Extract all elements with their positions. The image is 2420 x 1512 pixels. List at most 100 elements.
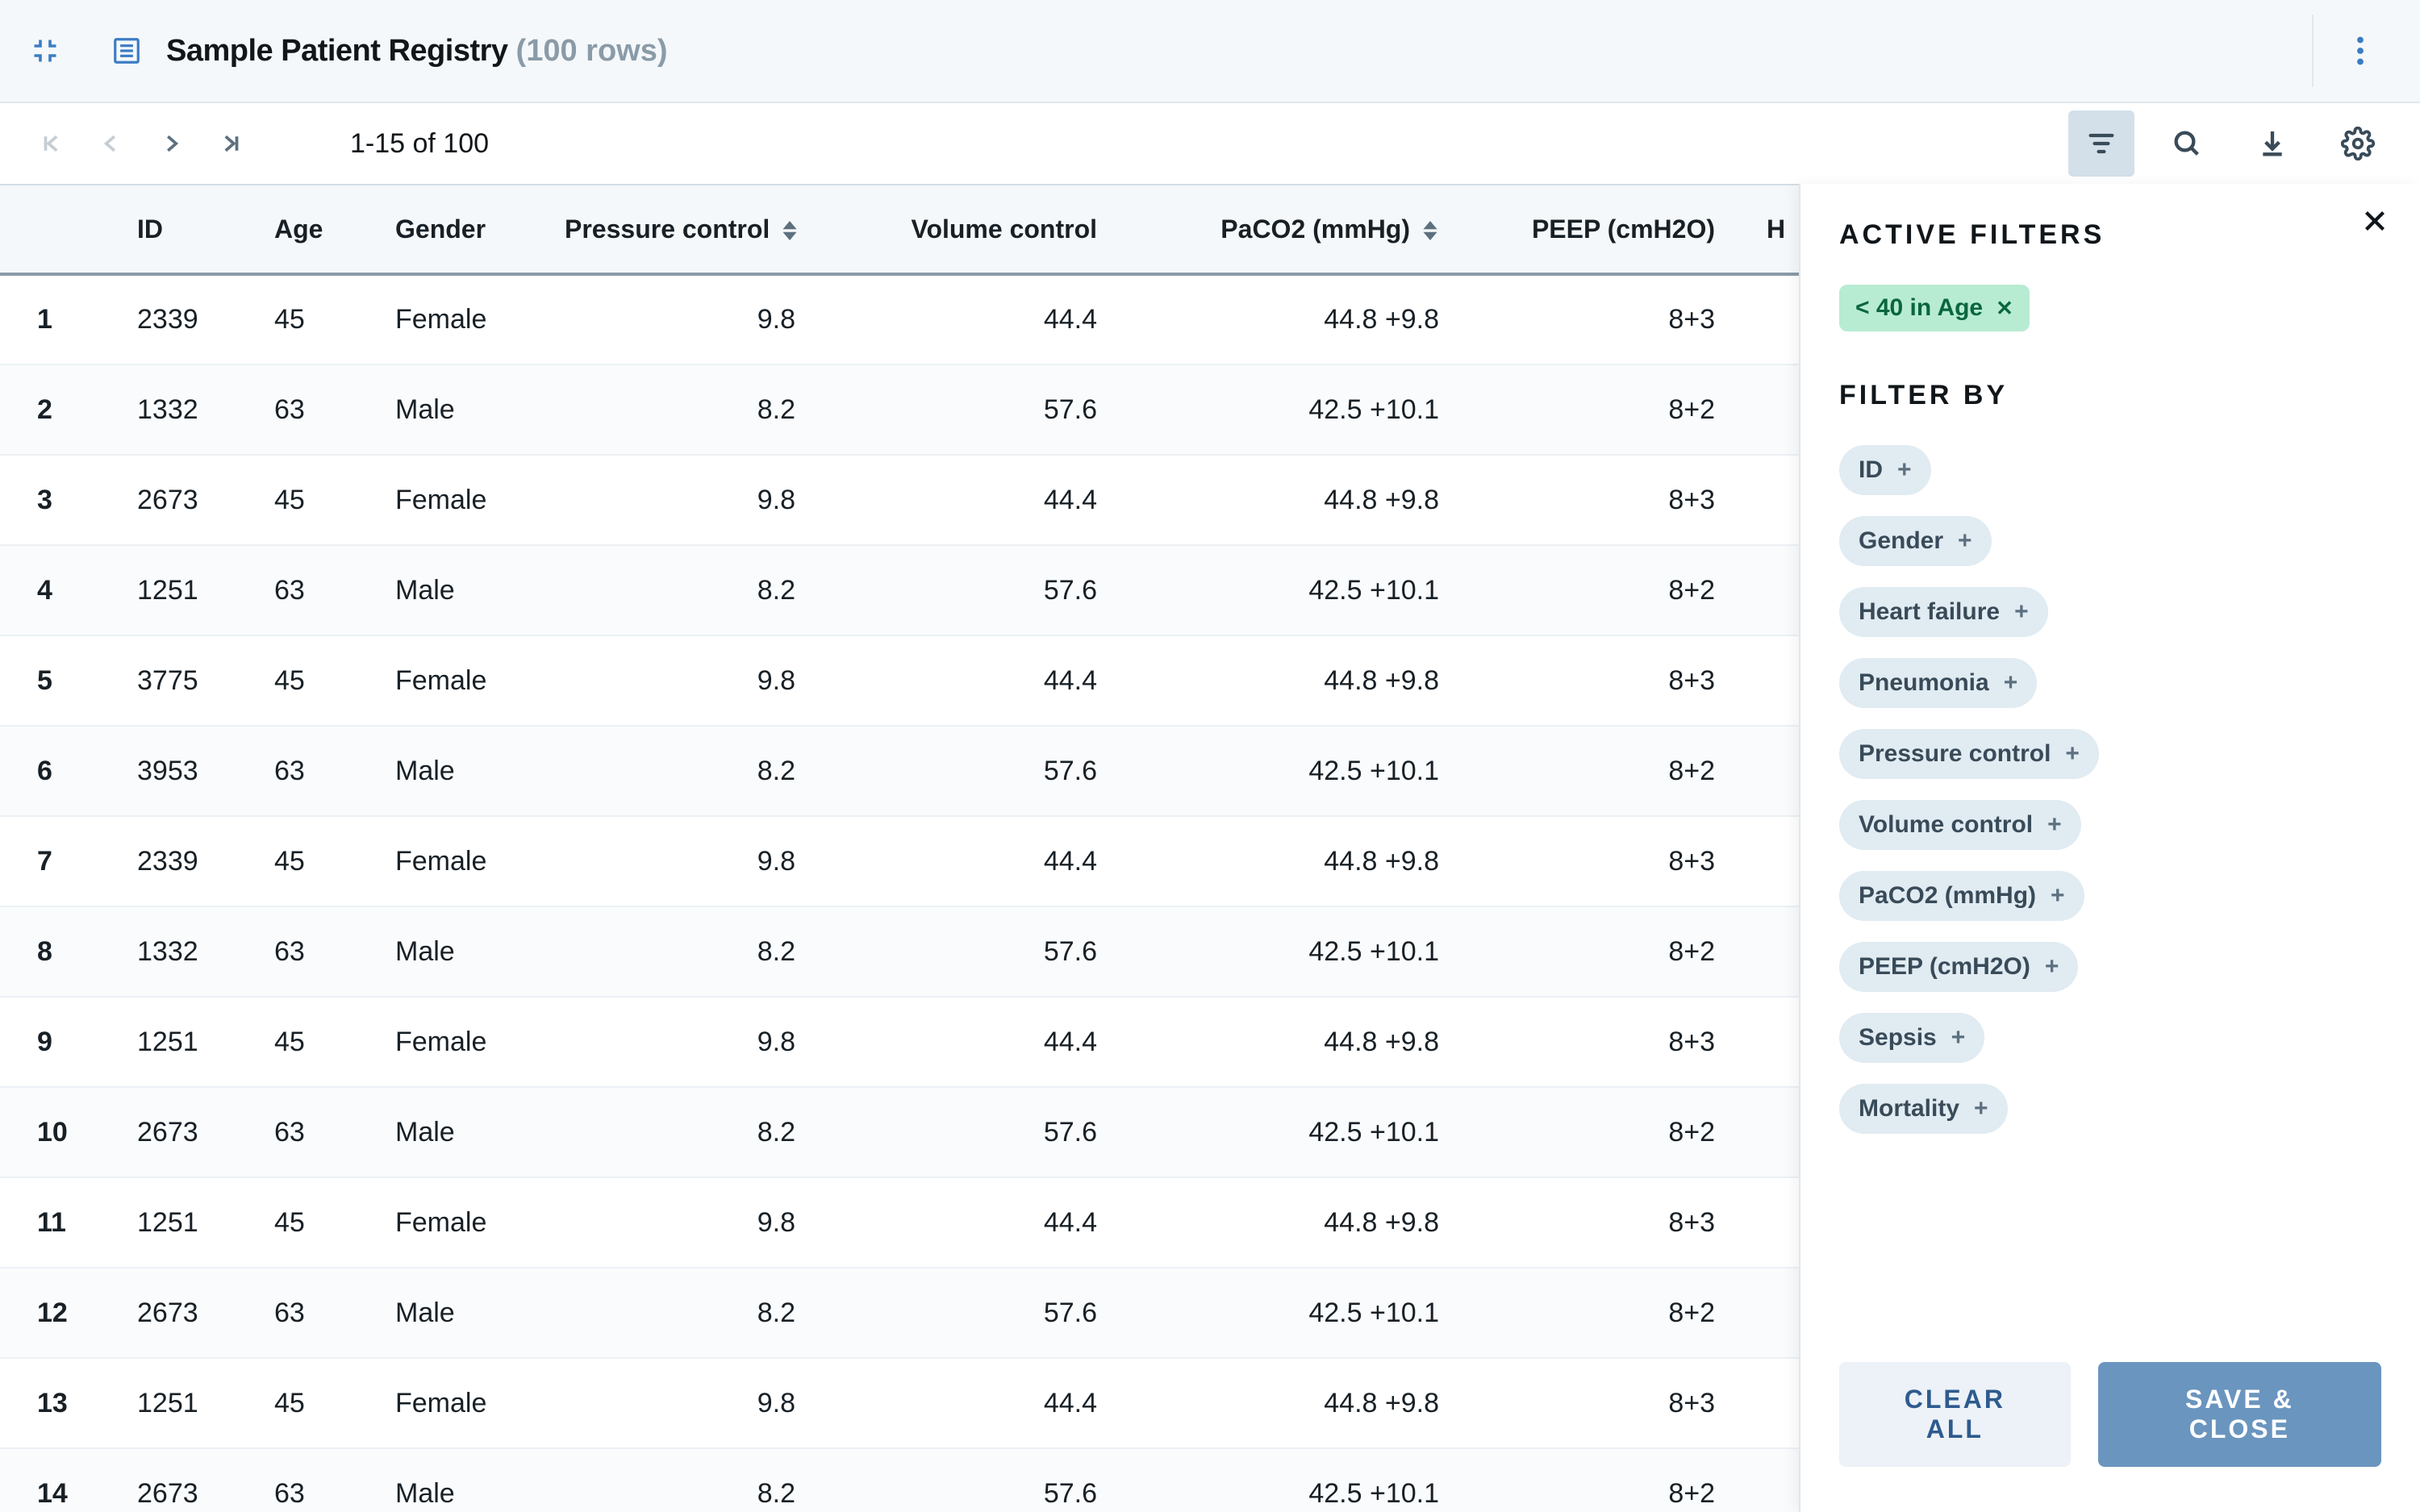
cell-age: 45 bbox=[258, 816, 379, 906]
cell-age: 63 bbox=[258, 1268, 379, 1358]
page-prev-button[interactable] bbox=[89, 121, 134, 166]
filter-chip[interactable]: Pneumonia+ bbox=[1839, 658, 2037, 708]
table-row[interactable]: 4125163Male8.257.642.5 +10.18+2 bbox=[0, 545, 1799, 635]
cell-pc: 9.8 bbox=[549, 997, 847, 1087]
title-rows: (100 rows) bbox=[516, 34, 668, 69]
cell-id: 2673 bbox=[121, 455, 258, 545]
table-row[interactable]: 3267345Female9.844.444.8 +9.88+3 bbox=[0, 455, 1799, 545]
column-header-id[interactable]: ID bbox=[121, 185, 258, 274]
filter-chip[interactable]: PaCO2 (mmHg)+ bbox=[1839, 871, 2084, 921]
sort-icon[interactable] bbox=[781, 221, 799, 240]
cell-id: 1332 bbox=[121, 364, 258, 455]
cell-id: 2673 bbox=[121, 1448, 258, 1512]
table-row[interactable]: 6395363Male8.257.642.5 +10.18+2 bbox=[0, 726, 1799, 816]
column-label: H bbox=[1767, 215, 1785, 244]
cell-peep: 8+2 bbox=[1484, 545, 1750, 635]
cell-vc: 44.4 bbox=[847, 1177, 1145, 1268]
cell-age: 45 bbox=[258, 1358, 379, 1448]
filter-chip[interactable]: Pressure control+ bbox=[1839, 729, 2099, 779]
cell-paco2: 42.5 +10.1 bbox=[1145, 906, 1484, 997]
plus-icon: + bbox=[2051, 882, 2065, 910]
column-header-peep[interactable]: PEEP (cmH2O) bbox=[1484, 185, 1750, 274]
cell-vc: 44.4 bbox=[847, 455, 1145, 545]
data-table: IDAge Gender Pressure controlVolume contro… bbox=[0, 185, 1799, 1512]
toolbar: 1-15 of 100 bbox=[0, 103, 2420, 185]
column-header-gender[interactable]: Gender bbox=[379, 185, 549, 274]
page-first-button[interactable] bbox=[29, 121, 74, 166]
cell-vc: 44.4 bbox=[847, 635, 1145, 726]
cell-paco2: 42.5 +10.1 bbox=[1145, 1448, 1484, 1512]
filter-chip[interactable]: Volume control+ bbox=[1839, 800, 2081, 850]
save-close-button[interactable]: SAVE & CLOSE bbox=[2098, 1362, 2381, 1467]
settings-button[interactable] bbox=[2325, 110, 2391, 177]
page-last-button[interactable] bbox=[208, 121, 253, 166]
table-row[interactable]: 11125145Female9.844.444.8 +9.88+3 bbox=[0, 1177, 1799, 1268]
clear-all-button[interactable]: CLEAR ALL bbox=[1839, 1362, 2071, 1467]
cell-id: 1251 bbox=[121, 997, 258, 1087]
cell-id: 3953 bbox=[121, 726, 258, 816]
cell-vc: 57.6 bbox=[847, 1268, 1145, 1358]
column-label: Gender bbox=[395, 215, 486, 244]
cell-h bbox=[1750, 1177, 1799, 1268]
table-row[interactable]: 2133263Male8.257.642.5 +10.18+2 bbox=[0, 364, 1799, 455]
active-filter-chip[interactable]: < 40 in Age ✕ bbox=[1839, 285, 2030, 331]
column-header-paco2[interactable]: PaCO2 (mmHg) bbox=[1145, 185, 1484, 274]
page-title: Sample Patient Registry (100 rows) bbox=[166, 34, 668, 69]
cell-paco2: 44.8 +9.8 bbox=[1145, 274, 1484, 364]
table-row[interactable]: 8133263Male8.257.642.5 +10.18+2 bbox=[0, 906, 1799, 997]
table-row[interactable]: 12267363Male8.257.642.5 +10.18+2 bbox=[0, 1268, 1799, 1358]
table-row[interactable]: 13125145Female9.844.444.8 +9.88+3 bbox=[0, 1358, 1799, 1448]
cell-pc: 8.2 bbox=[549, 545, 847, 635]
filter-chip[interactable]: Gender+ bbox=[1839, 516, 1992, 566]
table-row[interactable]: 5377545Female9.844.444.8 +9.88+3 bbox=[0, 635, 1799, 726]
cell-idx: 8 bbox=[0, 906, 121, 997]
table-row[interactable]: 1233945Female9.844.444.8 +9.88+3 bbox=[0, 274, 1799, 364]
plus-icon: + bbox=[1897, 456, 1912, 484]
column-header-pc[interactable]: Pressure control bbox=[549, 185, 847, 274]
table-row[interactable]: 10267363Male8.257.642.5 +10.18+2 bbox=[0, 1087, 1799, 1177]
filter-chip-label: PEEP (cmH2O) bbox=[1859, 953, 2030, 981]
column-header-h[interactable]: H bbox=[1750, 185, 1799, 274]
cell-pc: 8.2 bbox=[549, 906, 847, 997]
more-menu-icon[interactable] bbox=[2343, 33, 2378, 69]
close-panel-button[interactable] bbox=[2354, 200, 2396, 242]
plus-icon: + bbox=[2047, 811, 2062, 839]
cell-vc: 57.6 bbox=[847, 545, 1145, 635]
cell-age: 63 bbox=[258, 1448, 379, 1512]
filter-chip[interactable]: ID+ bbox=[1839, 445, 1931, 495]
table-row[interactable]: 14267363Male8.257.642.5 +10.18+2 bbox=[0, 1448, 1799, 1512]
cell-id: 1251 bbox=[121, 545, 258, 635]
filter-chip[interactable]: Sepsis+ bbox=[1839, 1013, 1984, 1063]
collapse-icon[interactable] bbox=[29, 35, 61, 67]
search-button[interactable] bbox=[2154, 110, 2220, 177]
cell-h bbox=[1750, 545, 1799, 635]
cell-pc: 8.2 bbox=[549, 726, 847, 816]
cell-peep: 8+3 bbox=[1484, 274, 1750, 364]
table-row[interactable]: 9125145Female9.844.444.8 +9.88+3 bbox=[0, 997, 1799, 1087]
column-header-vc[interactable]: Volume control bbox=[847, 185, 1145, 274]
column-header-age[interactable]: Age bbox=[258, 185, 379, 274]
filter-chip[interactable]: Heart failure+ bbox=[1839, 587, 2048, 637]
cell-paco2: 44.8 +9.8 bbox=[1145, 1177, 1484, 1268]
cell-id: 2673 bbox=[121, 1087, 258, 1177]
cell-age: 63 bbox=[258, 1087, 379, 1177]
download-button[interactable] bbox=[2239, 110, 2305, 177]
column-label: PaCO2 (mmHg) bbox=[1220, 215, 1410, 244]
cell-vc: 44.4 bbox=[847, 274, 1145, 364]
cell-gender: Male bbox=[379, 545, 549, 635]
plus-icon: + bbox=[1974, 1095, 1988, 1123]
cell-peep: 8+2 bbox=[1484, 1268, 1750, 1358]
filter-chip[interactable]: Mortality+ bbox=[1839, 1084, 2008, 1134]
plus-icon: + bbox=[2014, 598, 2029, 626]
remove-filter-icon[interactable]: ✕ bbox=[1996, 296, 2013, 321]
cell-pc: 9.8 bbox=[549, 1358, 847, 1448]
filter-button[interactable] bbox=[2068, 110, 2134, 177]
filter-chip[interactable]: PEEP (cmH2O)+ bbox=[1839, 942, 2078, 992]
table-row[interactable]: 7233945Female9.844.444.8 +9.88+3 bbox=[0, 816, 1799, 906]
page-next-button[interactable] bbox=[148, 121, 194, 166]
cell-h bbox=[1750, 635, 1799, 726]
cell-pc: 9.8 bbox=[549, 1177, 847, 1268]
sort-icon[interactable] bbox=[1421, 221, 1439, 240]
cell-vc: 57.6 bbox=[847, 364, 1145, 455]
column-header-idx[interactable] bbox=[0, 185, 121, 274]
